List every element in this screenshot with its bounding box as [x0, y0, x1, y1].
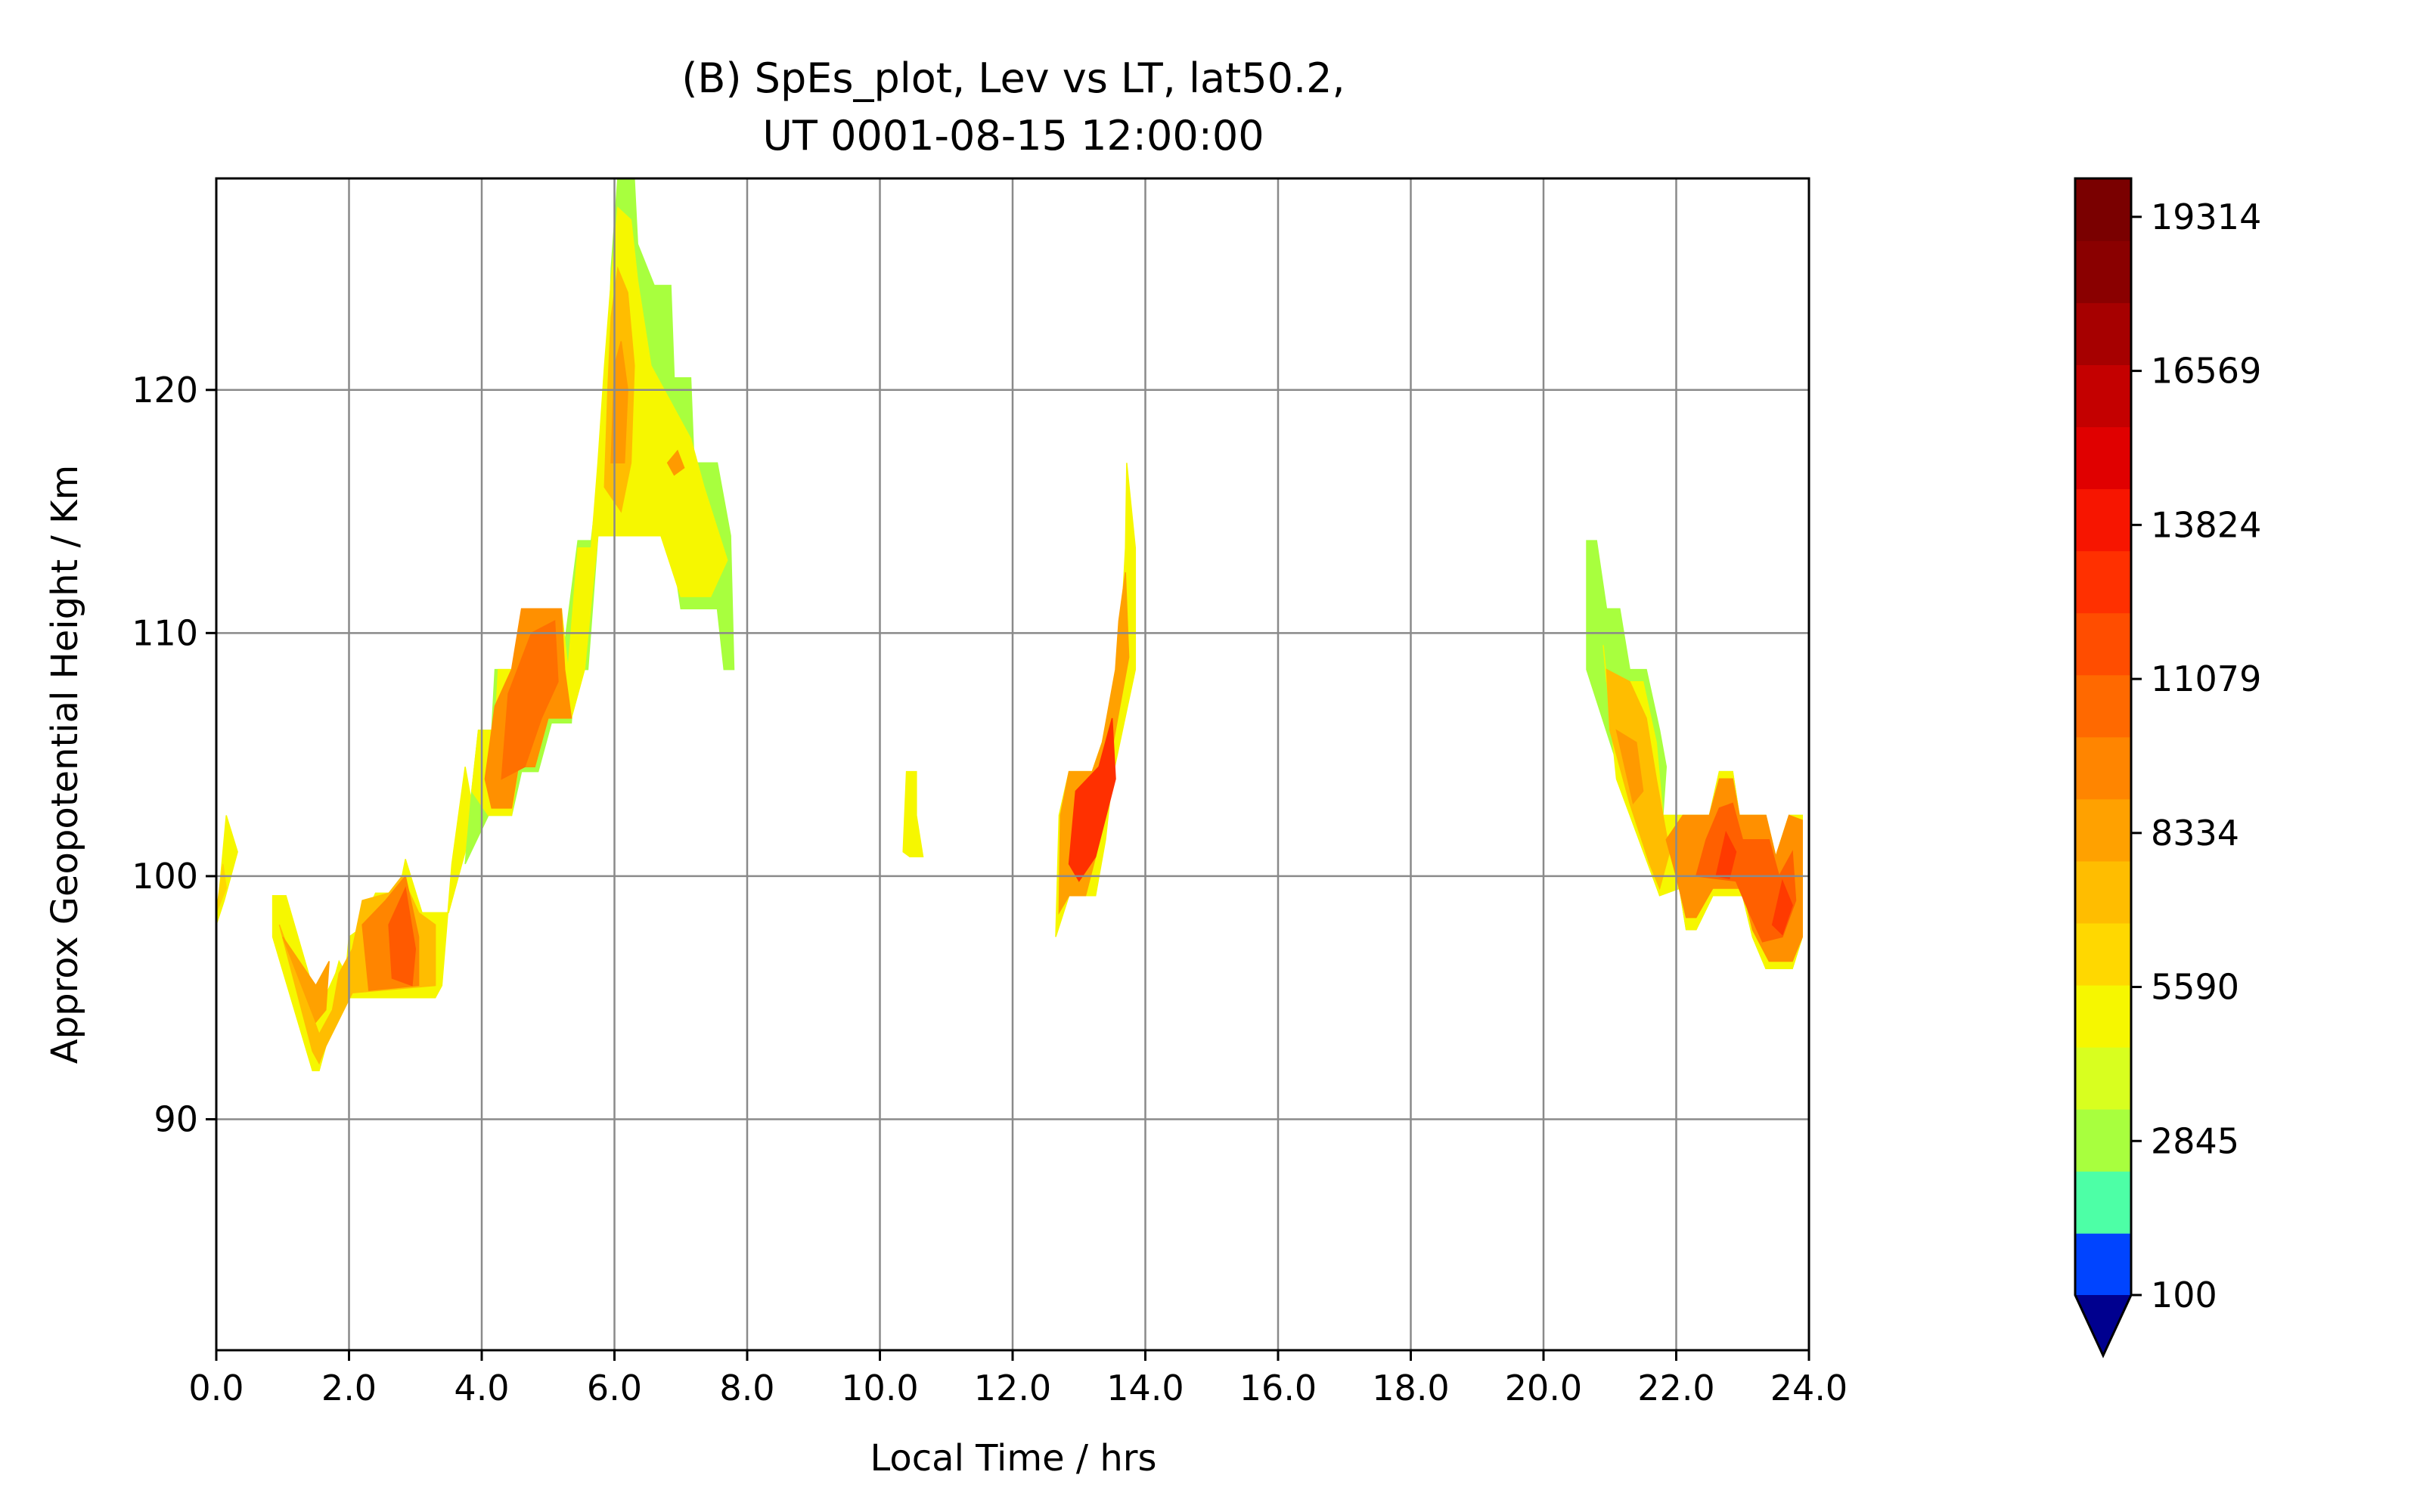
x-tick-label: 16.0	[1239, 1368, 1317, 1408]
contour-region-23	[1695, 802, 1797, 943]
x-tick-label: 10.0	[841, 1368, 918, 1408]
chart-title-line2: UT 0001-08-15 12:00:00	[762, 112, 1264, 160]
colorbar-tick-label: 2845	[2151, 1120, 2239, 1161]
colorbar-segment	[2075, 550, 2131, 614]
y-tick-label: 110	[132, 612, 198, 653]
x-tick-label: 12.0	[974, 1368, 1051, 1408]
colorbar-segment	[2075, 1108, 2131, 1172]
colorbar-extend-min-arrow	[2075, 1295, 2131, 1356]
x-tick-label: 24.0	[1770, 1368, 1848, 1408]
colorbar-segment	[2075, 860, 2131, 924]
colorbar-tick-label: 13824	[2151, 504, 2261, 545]
colorbar-ticks: 100 2845 5590 8334 11079 13824 16569 19314	[2131, 197, 2261, 1315]
chart-title-line1: (B) SpEs_plot, Lev vs LT, lat50.2,	[681, 54, 1345, 102]
colorbar-segment	[2075, 1046, 2131, 1110]
colorbar-segment	[2075, 426, 2131, 490]
y-axis-label: Approx Geopotential Height / Km	[44, 465, 86, 1064]
contour-regions	[216, 178, 1803, 1071]
colorbar	[2074, 177, 2133, 1359]
x-tick-label: 6.0	[587, 1368, 642, 1408]
x-tick-label: 22.0	[1637, 1368, 1714, 1408]
colorbar-segment	[2075, 736, 2131, 800]
colorbar-segment	[2075, 984, 2131, 1048]
colorbar-segment	[2075, 1232, 2131, 1296]
x-axis-label: Local Time / hrs	[870, 1437, 1157, 1479]
y-tick-label: 120	[132, 370, 198, 411]
contour-region-24	[1715, 830, 1737, 879]
colorbar-segment	[2075, 240, 2131, 303]
colorbar-segment	[2075, 1170, 2131, 1234]
y-tick-label: 90	[154, 1099, 198, 1140]
y-axis-ticks: 90 100 110 120	[132, 370, 216, 1140]
y-tick-label: 100	[132, 856, 198, 897]
x-tick-label: 20.0	[1505, 1368, 1582, 1408]
colorbar-segment	[2075, 178, 2131, 241]
colorbar-tick-label: 11079	[2151, 658, 2261, 699]
contour-region-21	[1615, 729, 1644, 805]
colorbar-tick-label: 19314	[2151, 197, 2261, 237]
contour-region-6	[388, 886, 417, 987]
contour-region-10	[501, 620, 559, 780]
colorbar-segment	[2075, 612, 2131, 676]
colorbar-segment	[2075, 674, 2131, 738]
colorbar-tick-label: 5590	[2151, 967, 2239, 1008]
contour-region-13	[666, 449, 685, 476]
contour-region-4	[282, 936, 330, 1024]
x-axis-ticks: 0.0 2.0 4.0 6.0 8.0 10.0 12.0 14.0 16.0 18.0 20.0 2…	[188, 1350, 1848, 1408]
grid-lines	[215, 178, 1810, 1350]
colorbar-segment	[2075, 798, 2131, 862]
colorbar-outline	[2074, 177, 2133, 1359]
colorbar-tick-label: 16569	[2151, 351, 2261, 392]
contour-region-14	[902, 770, 924, 857]
colorbar-segment	[2075, 364, 2131, 428]
x-tick-label: 0.0	[188, 1368, 244, 1408]
x-tick-label: 14.0	[1106, 1368, 1184, 1408]
contour-region-25	[1771, 878, 1793, 936]
colorbar-segment	[2075, 922, 2131, 986]
x-tick-label: 8.0	[719, 1368, 774, 1408]
colorbar-segment	[2075, 302, 2131, 365]
colorbar-tick-label: 8334	[2151, 813, 2239, 854]
x-tick-label: 2.0	[321, 1368, 377, 1408]
x-tick-label: 18.0	[1372, 1368, 1449, 1408]
colorbar-tick-label: 100	[2151, 1275, 2217, 1315]
colorbar-segment	[2075, 488, 2131, 552]
x-tick-label: 4.0	[454, 1368, 509, 1408]
